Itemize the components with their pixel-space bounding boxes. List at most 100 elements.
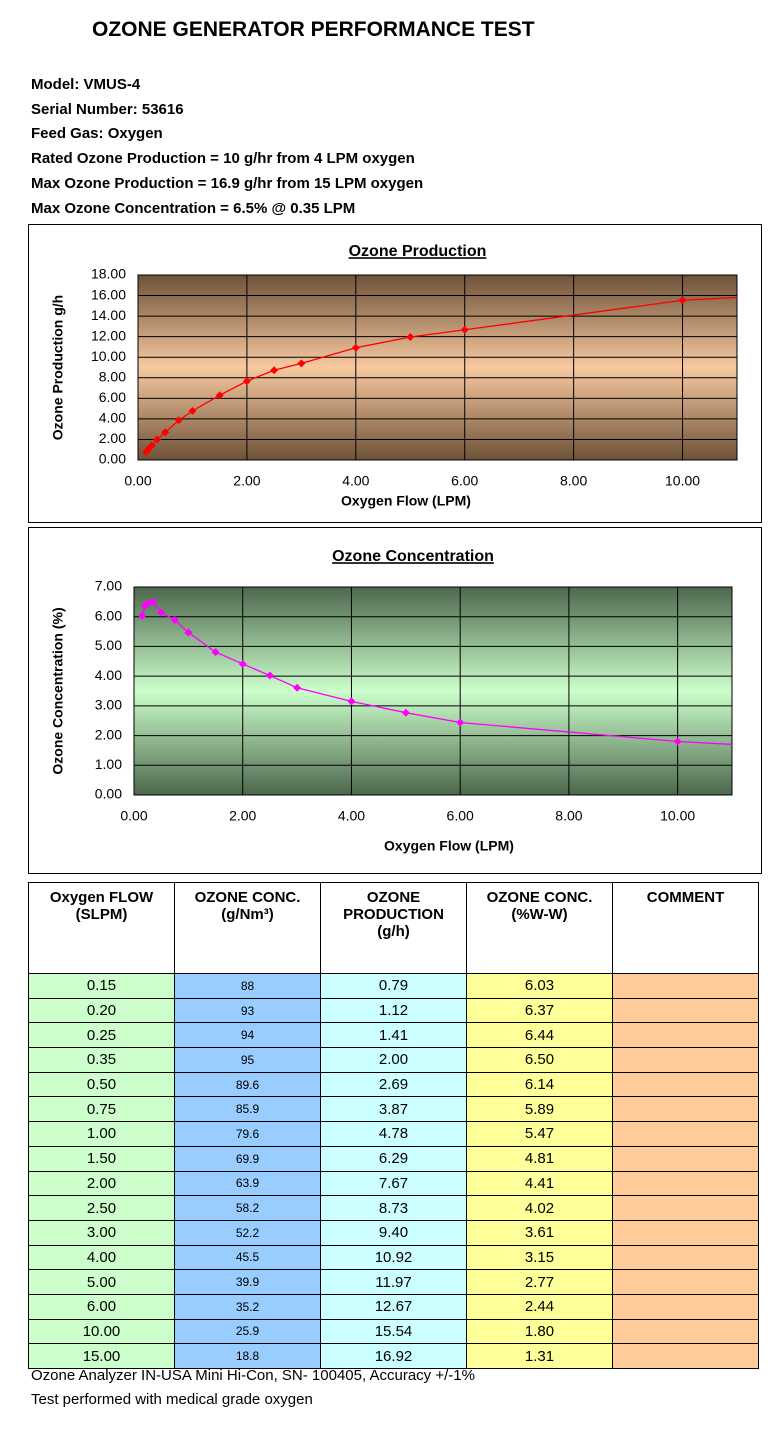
data-point (188, 406, 197, 415)
data-point (673, 737, 682, 746)
table-cell: 52.2 (174, 1219, 321, 1246)
table-cell: 9.40 (320, 1219, 467, 1246)
table-cell: 45.5 (174, 1244, 321, 1271)
x-tick-label: 6.00 (447, 808, 474, 824)
table-cell: 2.00 (320, 1047, 467, 1073)
y-tick-label: 16.00 (91, 286, 126, 302)
data-point (678, 296, 687, 305)
header-line: (g/Nm³) (221, 906, 274, 923)
table-cell: 6.50 (466, 1047, 613, 1073)
y-tick-label: 5.00 (95, 637, 122, 653)
table-cell: 25.9 (174, 1318, 321, 1345)
page-title: OZONE GENERATOR PERFORMANCE TEST (92, 18, 535, 41)
data-point (265, 671, 274, 680)
x-tick-label: 0.00 (120, 808, 147, 824)
table-row: 4.00 45.5 10.92 3.15 (28, 1244, 759, 1271)
x-tick-label: 6.00 (451, 473, 478, 489)
table-row: 0.25 94 1.41 6.44 (28, 1022, 759, 1049)
data-point (401, 708, 410, 717)
table-row: 0.15 88 0.79 6.03 (28, 973, 759, 999)
table-cell: 4.02 (466, 1195, 613, 1221)
plot-area (137, 274, 738, 461)
table-cell: 63.9 (174, 1170, 321, 1197)
header-line: (g/h) (377, 923, 410, 940)
table-row: 6.00 35.2 12.67 2.44 (28, 1293, 759, 1320)
chart: Ozone Concentration 0.00 1.00 2.00 3.00 4.00 5… (50, 548, 733, 854)
x-tick-label: 10.00 (660, 808, 695, 824)
table-cell: 0.50 (28, 1071, 175, 1098)
table-cell: 1.31 (466, 1343, 613, 1369)
header-line: PRODUCTION (343, 906, 444, 923)
header-line: (%W-W) (511, 906, 568, 923)
data-point (460, 325, 469, 334)
y-tick-label: 2.00 (95, 726, 122, 742)
x-tick-label: 2.00 (229, 808, 256, 824)
y-axis-title: Ozone Concentration (%) (50, 607, 66, 774)
header-cell: Oxygen FLOW (SLPM) (28, 882, 175, 974)
data-point (297, 359, 306, 368)
table-cell: 7.67 (320, 1170, 467, 1197)
comment-cell (612, 1071, 759, 1098)
comment-cell (612, 997, 759, 1024)
table-cell: 69.9 (174, 1145, 321, 1172)
table-cell: 1.41 (320, 1022, 467, 1049)
table-row: 5.00 39.9 11.97 2.77 (28, 1269, 759, 1295)
table-cell: 89.6 (174, 1071, 321, 1098)
table-cell: 18.8 (174, 1343, 321, 1369)
note: Ozone Analyzer IN-USA Mini Hi-Con, SN- 1… (31, 1367, 475, 1384)
y-tick-label: 1.00 (95, 756, 122, 772)
data-point (215, 391, 224, 400)
table-cell: 1.80 (466, 1318, 613, 1345)
table-cell: 0.20 (28, 997, 175, 1024)
data-point (170, 615, 179, 624)
table-cell: 95 (174, 1047, 321, 1073)
y-tick-label: 0.00 (95, 786, 122, 802)
info-line: Max Ozone Concentration = 6.5% @ 0.35 LP… (31, 199, 356, 217)
header-line: COMMENT (646, 889, 725, 906)
header-line: OZONE (366, 889, 421, 906)
table-cell: 6.03 (466, 973, 613, 999)
y-tick-label: 4.00 (99, 410, 126, 426)
comment-cell (612, 1318, 759, 1345)
x-axis-title: Oxygen Flow (LPM) (341, 493, 471, 509)
table-cell: 2.50 (28, 1195, 175, 1221)
table-cell: 4.78 (320, 1121, 467, 1147)
table-cell: 6.37 (466, 997, 613, 1024)
data-point (351, 343, 360, 352)
table-row: 15.00 18.8 16.92 1.31 (28, 1343, 759, 1369)
table-cell: 15.54 (320, 1318, 467, 1345)
comment-cell (612, 1293, 759, 1320)
data-point (138, 611, 147, 620)
info-line: Serial Number: 53616 (31, 100, 184, 118)
table-cell: 6.44 (466, 1022, 613, 1049)
table-row: 1.50 69.9 6.29 4.81 (28, 1145, 759, 1172)
table-row: 2.50 58.2 8.73 4.02 (28, 1195, 759, 1221)
table-row: 10.00 25.9 15.54 1.80 (28, 1318, 759, 1345)
series (142, 296, 737, 456)
y-axis-title: Ozone Production g/h (50, 295, 66, 440)
table-row: 1.00 79.6 4.78 5.47 (28, 1121, 759, 1147)
chart-title: Ozone Concentration (332, 548, 494, 565)
comment-cell (612, 1195, 759, 1221)
data-point (161, 428, 170, 437)
table-cell: 5.47 (466, 1121, 613, 1147)
header-cell: OZONE PRODUCTION (g/h) (320, 882, 467, 974)
table-cell: 5.89 (466, 1096, 613, 1123)
x-tick-label: 8.00 (555, 808, 582, 824)
chart-box: Ozone Production 0.00 2.00 4.00 6.00 8.00 10.0… (28, 224, 762, 523)
comment-cell (612, 1022, 759, 1049)
table-cell: 4.00 (28, 1244, 175, 1271)
y-tick-label: 10.00 (91, 348, 126, 364)
y-tick-label: 6.00 (95, 607, 122, 623)
table-row: 3.00 52.2 9.40 3.61 (28, 1219, 759, 1246)
table-cell: 93 (174, 997, 321, 1024)
x-tick-label: 2.00 (233, 473, 260, 489)
table-cell: 4.41 (466, 1170, 613, 1197)
info-line: Model: VMUS-4 (31, 76, 141, 93)
table-cell: 6.14 (466, 1071, 613, 1098)
table-cell: 58.2 (174, 1195, 321, 1221)
table-cell: 15.00 (28, 1343, 175, 1369)
table-cell: 35.2 (174, 1293, 321, 1320)
y-tick-label: 7.00 (95, 578, 122, 594)
